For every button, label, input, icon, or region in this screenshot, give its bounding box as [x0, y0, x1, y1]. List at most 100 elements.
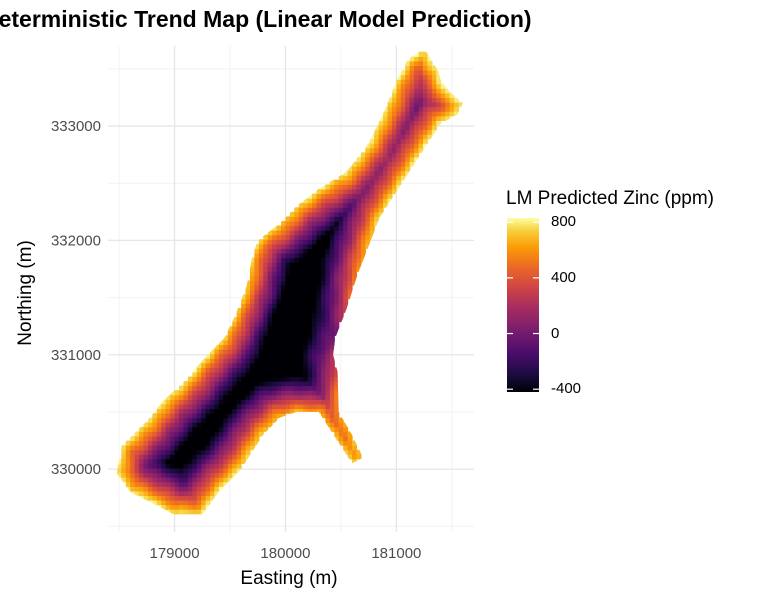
raster-cell	[307, 317, 313, 323]
raster-cell	[356, 248, 362, 254]
raster-cell	[196, 431, 202, 437]
raster-cell	[298, 225, 304, 231]
raster-cell	[232, 353, 238, 359]
raster-cell	[325, 220, 331, 227]
raster-cell	[223, 454, 229, 460]
raster-cell	[170, 499, 176, 506]
raster-cell	[249, 371, 255, 378]
raster-cell	[258, 381, 264, 387]
raster-cell	[178, 435, 185, 442]
raster-cell	[281, 371, 287, 378]
raster-cell	[276, 285, 282, 291]
raster-cell	[258, 358, 264, 364]
raster-cell	[365, 143, 371, 149]
raster-cell	[431, 79, 437, 85]
raster-cell	[396, 120, 402, 126]
raster-cell	[409, 156, 415, 163]
raster-cell	[245, 403, 251, 410]
raster-cell	[218, 358, 224, 364]
raster-cell	[325, 326, 331, 332]
raster-cell	[298, 399, 304, 405]
raster-cell	[289, 239, 295, 245]
raster-cell	[232, 362, 238, 368]
raster-cell	[236, 394, 242, 400]
raster-cell	[258, 239, 264, 245]
raster-cell	[431, 74, 437, 80]
raster-cell	[210, 403, 216, 410]
raster-cell	[232, 394, 238, 400]
raster-cell	[391, 147, 397, 153]
raster-cell	[325, 266, 331, 272]
raster-cell	[400, 115, 406, 121]
raster-cell	[196, 426, 202, 432]
raster-cell	[174, 490, 180, 496]
raster-cell	[427, 97, 433, 103]
raster-cell	[369, 184, 375, 190]
raster-cell	[152, 445, 158, 451]
raster-cell	[134, 477, 140, 483]
raster-cell	[223, 399, 229, 405]
raster-cell	[223, 445, 229, 451]
raster-cell	[418, 111, 424, 117]
raster-cell	[356, 211, 362, 217]
raster-cell	[281, 257, 287, 263]
raster-cell	[232, 449, 238, 455]
raster-cell	[201, 381, 207, 387]
raster-cell	[400, 79, 406, 85]
raster-cell	[205, 504, 211, 510]
raster-cell	[360, 248, 366, 254]
raster-cell	[440, 88, 446, 94]
raster-cell	[365, 211, 371, 217]
raster-cell	[178, 467, 185, 474]
raster-cell	[139, 467, 145, 474]
raster-cell	[196, 399, 202, 405]
raster-cell	[134, 458, 140, 464]
raster-cell	[289, 243, 295, 249]
raster-cell	[409, 83, 415, 89]
raster-cell	[254, 326, 260, 332]
raster-cell	[178, 431, 185, 437]
raster-cell	[427, 124, 433, 131]
raster-cell	[396, 129, 402, 135]
raster-cell	[187, 403, 193, 410]
raster-cell	[258, 376, 264, 382]
raster-cell	[178, 463, 185, 469]
raster-cell	[205, 362, 211, 368]
raster-cell	[152, 417, 158, 423]
raster-cell	[285, 381, 291, 387]
raster-cell	[400, 152, 406, 158]
raster-cell	[338, 440, 344, 446]
raster-cell	[218, 367, 224, 373]
raster-cell	[320, 362, 326, 368]
raster-cell	[174, 449, 180, 455]
raster-cell	[396, 83, 402, 89]
raster-cell	[249, 285, 255, 291]
raster-cell	[409, 134, 415, 140]
raster-cell	[236, 335, 242, 341]
raster-cell	[276, 239, 282, 245]
raster-cell	[130, 458, 136, 464]
raster-cell	[227, 349, 233, 355]
raster-cell	[307, 339, 313, 346]
raster-cell	[276, 280, 282, 286]
raster-cell	[294, 298, 300, 304]
raster-cell	[147, 490, 153, 496]
raster-cell	[272, 275, 278, 282]
raster-cell	[227, 467, 233, 474]
raster-cell	[289, 403, 295, 410]
raster-cell	[369, 193, 375, 199]
raster-cell	[343, 234, 349, 240]
raster-cell	[289, 321, 295, 327]
raster-cell	[414, 70, 420, 76]
raster-cell	[431, 102, 437, 108]
raster-cell	[405, 129, 411, 135]
raster-cell	[152, 490, 158, 496]
raster-cell	[356, 243, 362, 249]
raster-cell	[409, 74, 415, 80]
raster-cell	[227, 330, 233, 336]
raster-cell	[383, 152, 389, 158]
raster-cell	[281, 390, 287, 396]
raster-cell	[391, 83, 397, 89]
raster-cell	[352, 198, 358, 204]
raster-cell	[289, 390, 295, 396]
